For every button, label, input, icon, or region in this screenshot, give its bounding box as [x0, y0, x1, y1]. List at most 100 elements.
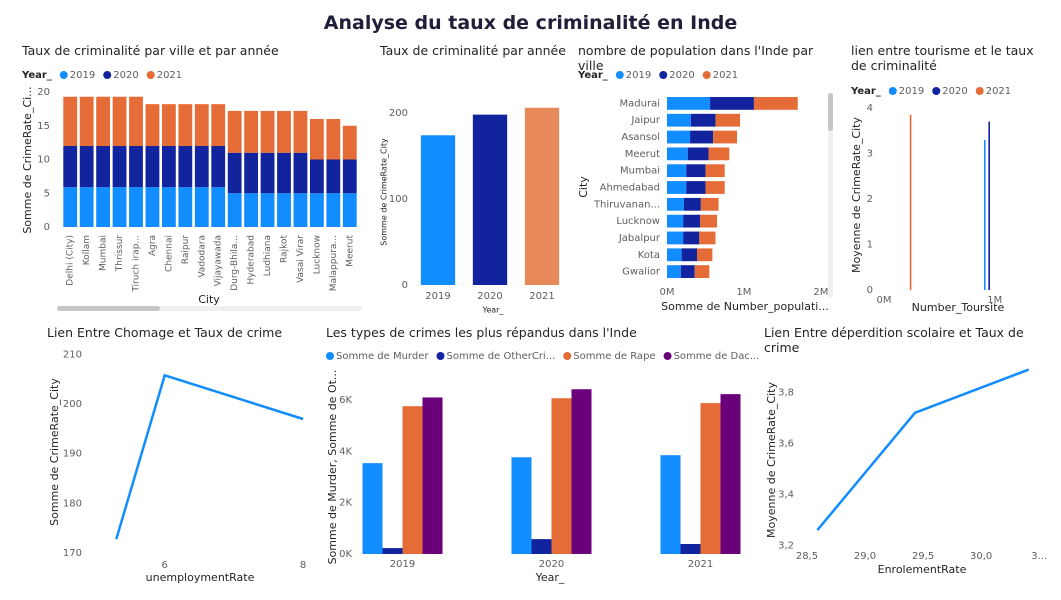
bar-segment: [161, 146, 176, 188]
y-axis-label: Somme de CrimeRate_Ci...: [21, 86, 34, 233]
bar-segment: [309, 159, 324, 194]
bar-segment: [277, 193, 291, 227]
y-tick-label: 3,6: [778, 438, 794, 449]
bar-segment: [326, 193, 341, 227]
chart-title: nombre de population dans l'Inde par vil…: [578, 43, 814, 73]
bar: [680, 543, 701, 554]
bar-segment: [293, 110, 308, 153]
legend-marker: [975, 87, 984, 95]
bar-segment: [690, 113, 716, 127]
bar: [420, 135, 456, 285]
x-tick-label: 28,5: [796, 551, 818, 562]
bar-segment: [260, 193, 275, 227]
x-tick-label: Vasai Virar: [296, 235, 306, 283]
y-tick-label: 4: [867, 103, 873, 114]
bar: [988, 121, 990, 291]
x-tick-label: Delhi (City): [66, 235, 76, 286]
bar-segment: [145, 104, 160, 146]
bar: [983, 139, 986, 290]
legend-label: 2019: [70, 70, 95, 81]
bar-segment: [211, 146, 226, 188]
x-tick-label: 0M: [660, 287, 675, 298]
y-tick-label: Asansol: [621, 132, 660, 143]
legend-label: 2021: [986, 86, 1011, 97]
bar: [422, 397, 443, 554]
bar-segment: [667, 265, 681, 278]
legend-label: 2019: [899, 86, 924, 97]
y-tick-label: 3,2: [778, 540, 794, 551]
bar-segment: [129, 96, 143, 146]
x-tick-label: 2021: [529, 291, 554, 302]
bar-segment: [690, 130, 714, 144]
y-tick-label: 0K: [339, 549, 352, 560]
bar-segment: [63, 146, 78, 188]
bar-segment: [244, 152, 259, 194]
legend-marker: [146, 71, 155, 79]
x-axis-label: unemploymentRate: [146, 571, 255, 584]
bar-segment: [112, 96, 127, 146]
bar-segment: [699, 231, 716, 245]
legend-label: 2021: [713, 70, 738, 81]
bar-segment: [244, 193, 259, 227]
bar: [720, 394, 741, 554]
scrollbar-thumb[interactable]: [828, 93, 833, 131]
bar-segment: [753, 97, 798, 110]
y-tick-label: Lucknow: [616, 216, 660, 227]
y-tick-label: 6K: [339, 395, 352, 406]
bar-segment: [680, 265, 695, 278]
bar-segment: [683, 231, 700, 245]
legend-label: Somme de Rape: [573, 351, 655, 362]
bar-segment: [309, 119, 324, 160]
y-tick-label: Ahmedabad: [600, 183, 660, 194]
y-tick-label: 170: [63, 548, 82, 559]
bar-segment: [713, 130, 737, 144]
bar-segment: [342, 125, 357, 160]
x-tick-label: 3...: [1031, 551, 1047, 562]
bar-segment: [194, 187, 209, 227]
bar-segment: [667, 248, 682, 262]
x-tick-label: 0M: [877, 295, 892, 306]
bar-segment: [700, 197, 719, 211]
bar: [402, 406, 423, 554]
x-tick-label: 30,0: [970, 551, 992, 562]
y-tick-label: 100: [389, 194, 408, 205]
bar-segment: [260, 152, 275, 194]
scrollbar-track[interactable]: [828, 93, 833, 298]
x-axis-label: EnrolementRate: [878, 563, 967, 576]
y-tick-label: 15: [37, 121, 50, 132]
chart-title: Lien Entre déperdition scolaire et Taux …: [764, 325, 1024, 355]
x-axis-label: Year_: [482, 306, 505, 315]
y-axis-label: Somme de Murder, Somme de Ot...: [326, 370, 339, 565]
scrollbar-thumb[interactable]: [57, 306, 160, 311]
bar-segment: [79, 146, 94, 188]
y-axis-label: Moyenne de CrimeRate_City: [765, 382, 778, 538]
y-tick-label: 2K: [339, 498, 352, 509]
bar-segment: [129, 187, 143, 227]
bar-segment: [667, 147, 688, 161]
bar-segment: [705, 181, 725, 194]
bar-segment: [683, 214, 701, 228]
legend-label: 2020: [669, 70, 694, 81]
y-tick-label: Mumbai: [620, 166, 660, 177]
legend-label: 2019: [626, 70, 651, 81]
bar-segment: [694, 265, 710, 278]
bar-segment: [667, 181, 687, 194]
y-tick-label: Meerut: [625, 149, 660, 160]
y-tick-label: 20: [37, 87, 50, 98]
x-tick-label: 2020: [477, 291, 502, 302]
y-tick-label: 0: [867, 285, 873, 296]
bar-segment: [700, 214, 717, 228]
bar: [362, 463, 383, 554]
legend-marker: [663, 352, 672, 360]
y-tick-label: 5: [44, 188, 50, 199]
legend-title: Year_: [850, 86, 881, 97]
legend-marker: [932, 87, 941, 95]
legend-marker: [103, 71, 112, 79]
legend-marker: [888, 87, 897, 95]
bar: [524, 107, 560, 285]
bar-segment: [161, 104, 176, 146]
y-tick-label: 2: [867, 194, 873, 205]
y-tick-label: Thiruvanan...: [593, 199, 660, 210]
y-tick-label: 180: [63, 498, 82, 509]
bar-segment: [686, 181, 706, 194]
